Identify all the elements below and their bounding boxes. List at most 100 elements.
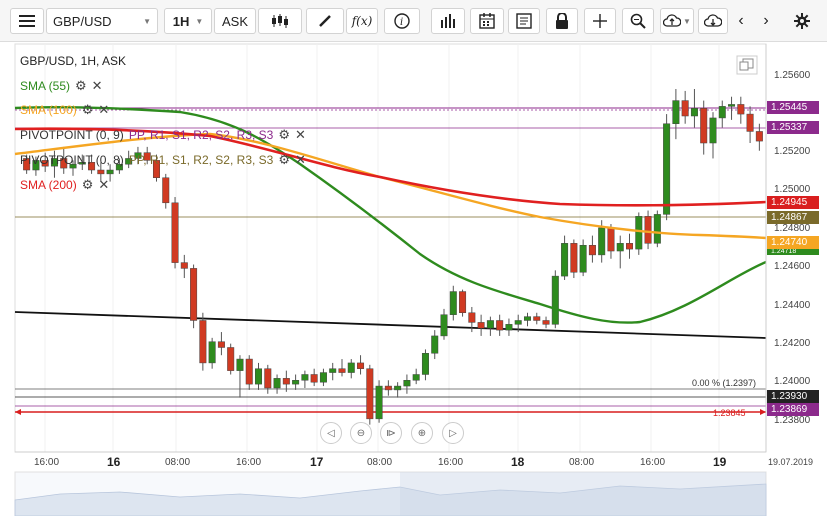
calendar-button[interactable]	[470, 8, 504, 34]
price-chart[interactable]: 0.00 % (1.2397) 1.23845	[0, 42, 827, 516]
gear-icon[interactable]: ⚙	[278, 127, 290, 142]
draw-tool-button[interactable]	[306, 8, 344, 34]
lock-button[interactable]	[546, 8, 578, 34]
news-button[interactable]	[508, 8, 540, 34]
legend-sma-200[interactable]: SMA (200) ⚙ ✕	[20, 177, 109, 193]
symbol-selector[interactable]: GBP/USD ▼	[46, 8, 158, 34]
gear-icon[interactable]: ⚙	[75, 78, 87, 93]
pan-left-button[interactable]: ◁	[320, 422, 342, 444]
candle[interactable]	[319, 368, 327, 387]
candle[interactable]	[227, 343, 235, 375]
candle[interactable]	[171, 197, 179, 269]
candle[interactable]	[357, 355, 365, 375]
candle[interactable]	[579, 239, 587, 277]
candle[interactable]	[746, 106, 754, 144]
expand-icon[interactable]	[736, 55, 758, 75]
close-icon[interactable]: ✕	[98, 102, 110, 117]
candle[interactable]	[486, 316, 494, 336]
navigator-selection[interactable]	[400, 472, 766, 516]
candle[interactable]	[152, 154, 160, 182]
candle[interactable]	[459, 289, 467, 317]
candle[interactable]	[143, 146, 151, 165]
legend-pivotpoint-8[interactable]: PIVOTPOINT (0, 8) PP, R1, S1, R2, S2, R3…	[20, 152, 306, 168]
candle[interactable]	[347, 359, 355, 379]
candle[interactable]	[514, 314, 522, 333]
candle[interactable]	[718, 100, 726, 128]
candle[interactable]	[653, 210, 661, 248]
candle[interactable]	[338, 359, 346, 377]
close-icon[interactable]: ✕	[295, 152, 306, 167]
chart-type-button[interactable]	[258, 8, 302, 34]
candle[interactable]	[681, 90, 689, 124]
gear-icon[interactable]: ⚙	[278, 152, 290, 167]
candle[interactable]	[709, 112, 717, 159]
crosshair-button[interactable]	[584, 8, 616, 34]
indicators-button[interactable]: f(x)	[346, 8, 378, 34]
scroll-left-button[interactable]: ‹	[738, 12, 744, 29]
candle[interactable]	[292, 374, 300, 390]
close-icon[interactable]: ✕	[295, 127, 306, 142]
candle[interactable]	[561, 235, 569, 280]
zoom-button[interactable]	[622, 8, 654, 34]
candle[interactable]	[663, 114, 671, 221]
candle[interactable]	[282, 370, 290, 392]
close-icon[interactable]: ✕	[91, 78, 103, 93]
candle[interactable]	[329, 362, 337, 381]
candle[interactable]	[236, 355, 244, 398]
candle[interactable]	[403, 374, 411, 394]
candle[interactable]	[301, 370, 309, 388]
candle[interactable]	[255, 362, 263, 390]
candle[interactable]	[626, 233, 634, 259]
candle[interactable]	[635, 212, 643, 255]
gear-icon[interactable]: ⚙	[81, 177, 94, 192]
candle[interactable]	[533, 312, 541, 325]
candle[interactable]	[125, 150, 133, 169]
candle[interactable]	[134, 146, 142, 165]
candle[interactable]	[190, 264, 198, 329]
candle[interactable]	[60, 146, 68, 174]
candle[interactable]	[384, 380, 392, 396]
candle[interactable]	[412, 368, 420, 385]
candle[interactable]	[588, 235, 596, 263]
candle[interactable]	[115, 158, 123, 174]
candle[interactable]	[644, 210, 652, 250]
candle[interactable]	[273, 374, 281, 394]
candle[interactable]	[394, 382, 402, 398]
candle[interactable]	[23, 154, 31, 174]
menu-button[interactable]	[10, 8, 44, 34]
scroll-right-button[interactable]: ›	[763, 12, 769, 29]
candle[interactable]	[431, 330, 439, 360]
candle[interactable]	[208, 337, 216, 369]
candle[interactable]	[700, 100, 708, 155]
chart-area[interactable]: 0.00 % (1.2397) 1.23845 GBP/USD, 1H, ASK…	[0, 42, 827, 516]
candle[interactable]	[366, 364, 374, 425]
trend-line[interactable]	[14, 311, 767, 339]
candle[interactable]	[217, 332, 225, 356]
candle[interactable]	[477, 314, 485, 336]
zoom-in-button[interactable]: ⊕	[411, 422, 433, 444]
price-type-selector[interactable]: ASK	[214, 8, 256, 34]
candle[interactable]	[162, 173, 170, 209]
candle[interactable]	[32, 156, 40, 176]
zoom-out-button[interactable]: ⊖	[350, 422, 372, 444]
candle[interactable]	[449, 285, 457, 321]
legend-pivotpoint-9[interactable]: PIVOTPOINT (0, 9) PP, R1, S1, R2, S2, R3…	[20, 127, 306, 143]
candle[interactable]	[375, 380, 383, 423]
close-icon[interactable]: ✕	[98, 177, 110, 192]
candle[interactable]	[523, 312, 531, 327]
pan-right-button[interactable]: ▷	[442, 422, 464, 444]
candle[interactable]	[551, 270, 559, 329]
candle[interactable]	[755, 123, 763, 151]
candle[interactable]	[737, 96, 745, 124]
legend-sma-55[interactable]: SMA (55) ⚙ ✕	[20, 78, 103, 94]
candle[interactable]	[50, 150, 58, 178]
candle[interactable]	[97, 162, 105, 182]
reset-view-button[interactable]: ⧐	[380, 422, 402, 444]
candle[interactable]	[728, 96, 736, 120]
candle[interactable]	[78, 154, 86, 171]
candle[interactable]	[264, 364, 272, 394]
candle[interactable]	[505, 318, 513, 336]
candle[interactable]	[496, 314, 504, 336]
candle[interactable]	[69, 160, 77, 176]
info-button[interactable]: i	[384, 8, 420, 34]
